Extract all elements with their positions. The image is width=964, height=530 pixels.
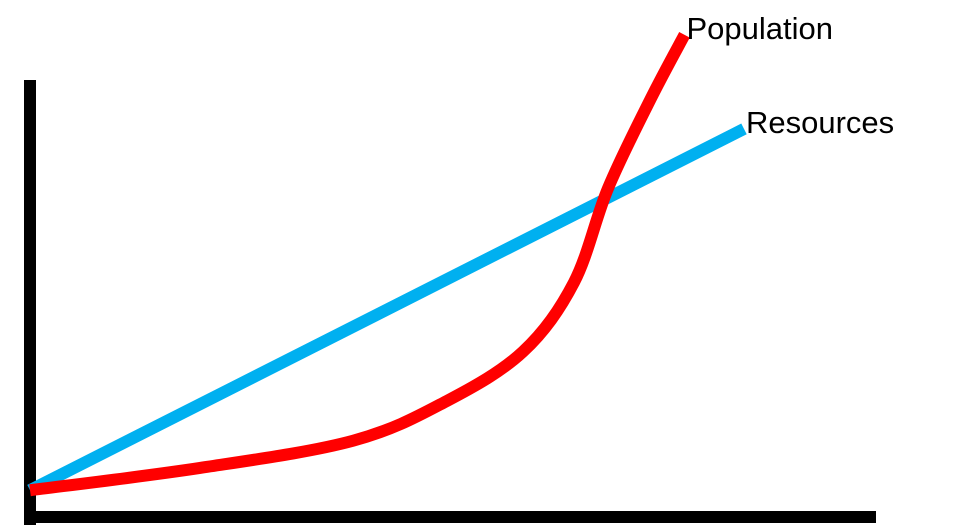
- series-line: [29, 32, 690, 497]
- series-label: Resources: [746, 105, 894, 140]
- series-label: Population: [687, 11, 834, 46]
- series-line: [27, 123, 747, 496]
